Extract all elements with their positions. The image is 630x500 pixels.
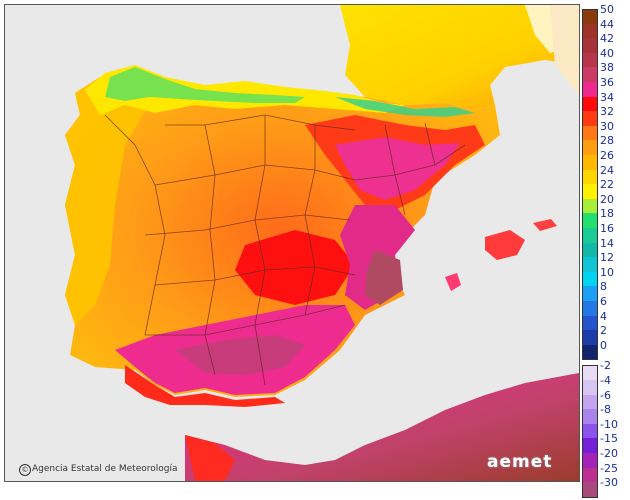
legend-label: -20 — [600, 447, 618, 460]
north-africa — [185, 373, 579, 481]
map-canvas — [5, 5, 579, 481]
legend-swatch — [582, 301, 598, 316]
legend-swatch — [582, 125, 598, 141]
legend-swatch — [582, 380, 598, 395]
legend-swatch — [582, 23, 598, 39]
legend-swatch — [582, 169, 598, 185]
legend-label: 42 — [600, 32, 614, 46]
legend-label: 20 — [600, 192, 614, 206]
credit-text: Agencia Estatal de Meteorología — [32, 464, 178, 474]
legend-swatch — [582, 365, 598, 381]
legend-swatch — [582, 111, 598, 126]
legend-label: 30 — [600, 119, 614, 133]
cantabrian-green — [105, 67, 305, 103]
legend-label: 24 — [600, 163, 614, 177]
legend-swatch — [582, 198, 598, 214]
ibiza — [445, 273, 461, 291]
legend-label: -10 — [600, 417, 618, 431]
legend-swatch — [582, 438, 598, 453]
legend-swatch — [582, 82, 598, 97]
ebro-magenta — [335, 137, 460, 200]
central-red — [235, 230, 355, 305]
legend-swatch — [582, 242, 598, 258]
legend-label: 4 — [600, 309, 607, 323]
legend-swatch — [582, 423, 598, 439]
legend-label: 8 — [600, 280, 607, 294]
andalusia-red-fringe — [125, 365, 285, 407]
legend-label: 44 — [600, 17, 614, 31]
france-region — [340, 5, 579, 110]
legend-label: 38 — [600, 61, 614, 75]
aemet-logo: aemet — [487, 452, 553, 472]
temperature-map — [4, 4, 580, 482]
legend-swatch — [582, 140, 598, 155]
legend-label: 32 — [600, 105, 614, 119]
legend-swatch — [582, 9, 598, 25]
legend-swatch — [582, 184, 598, 199]
legend-swatch — [582, 315, 598, 331]
legend-swatch — [582, 409, 598, 424]
mallorca — [485, 230, 525, 260]
legend-label: -25 — [600, 461, 618, 475]
legend-swatch — [582, 394, 598, 410]
legend-label: -8 — [600, 403, 611, 417]
valencia-coast — [365, 250, 403, 305]
legend-swatch — [582, 52, 598, 68]
legend-label: 36 — [600, 76, 614, 89]
menorca — [533, 219, 557, 231]
legend-label: 18 — [600, 207, 614, 221]
legend-label: 26 — [600, 149, 614, 162]
legend-label: -6 — [600, 388, 611, 402]
legend-label: 14 — [600, 236, 614, 250]
legend-label: -30 — [600, 476, 618, 490]
legend-swatch — [582, 482, 598, 498]
temperature-legend: 50 44 42 40 38 36 34 32 30 28 26 24 22 20 18 16 14 12 10 8 6… — [582, 4, 630, 498]
legend-label: 28 — [600, 134, 614, 148]
pale-corner — [550, 5, 579, 95]
province-borders — [104, 114, 466, 386]
legend-swatch — [582, 467, 598, 483]
legend-swatch — [582, 155, 598, 170]
legend-label: -4 — [600, 374, 611, 387]
copyright-icon: © — [19, 464, 31, 476]
legend-swatch — [582, 286, 598, 301]
north-coast-cool — [85, 65, 405, 115]
legend-label: 6 — [600, 295, 607, 308]
legend-label: 34 — [600, 90, 614, 104]
legend-swatch — [582, 67, 598, 82]
legend-swatch — [582, 344, 598, 361]
legend-swatch — [582, 228, 598, 243]
legend-label: 50 — [600, 3, 614, 16]
legend-swatch — [582, 257, 598, 272]
morocco-west-red — [185, 435, 235, 481]
legend-swatch — [582, 38, 598, 53]
legend-swatch — [582, 96, 598, 112]
west-cooler-zone — [65, 69, 155, 325]
legend-label: -2 — [600, 359, 611, 373]
legend-label: -15 — [600, 432, 618, 446]
legend-swatch — [582, 330, 598, 345]
legend-label: 22 — [600, 178, 614, 192]
legend-label: 0 — [600, 338, 607, 352]
pyrenees-green — [335, 97, 475, 117]
legend-label: 40 — [600, 46, 614, 60]
legend-swatch — [582, 453, 598, 468]
legend-label: 2 — [600, 324, 607, 338]
legend-swatch — [582, 271, 598, 287]
legend-label: 10 — [600, 265, 614, 279]
legend-label: 16 — [600, 222, 614, 235]
legend-swatch — [582, 213, 598, 228]
legend-label: 12 — [600, 251, 614, 265]
